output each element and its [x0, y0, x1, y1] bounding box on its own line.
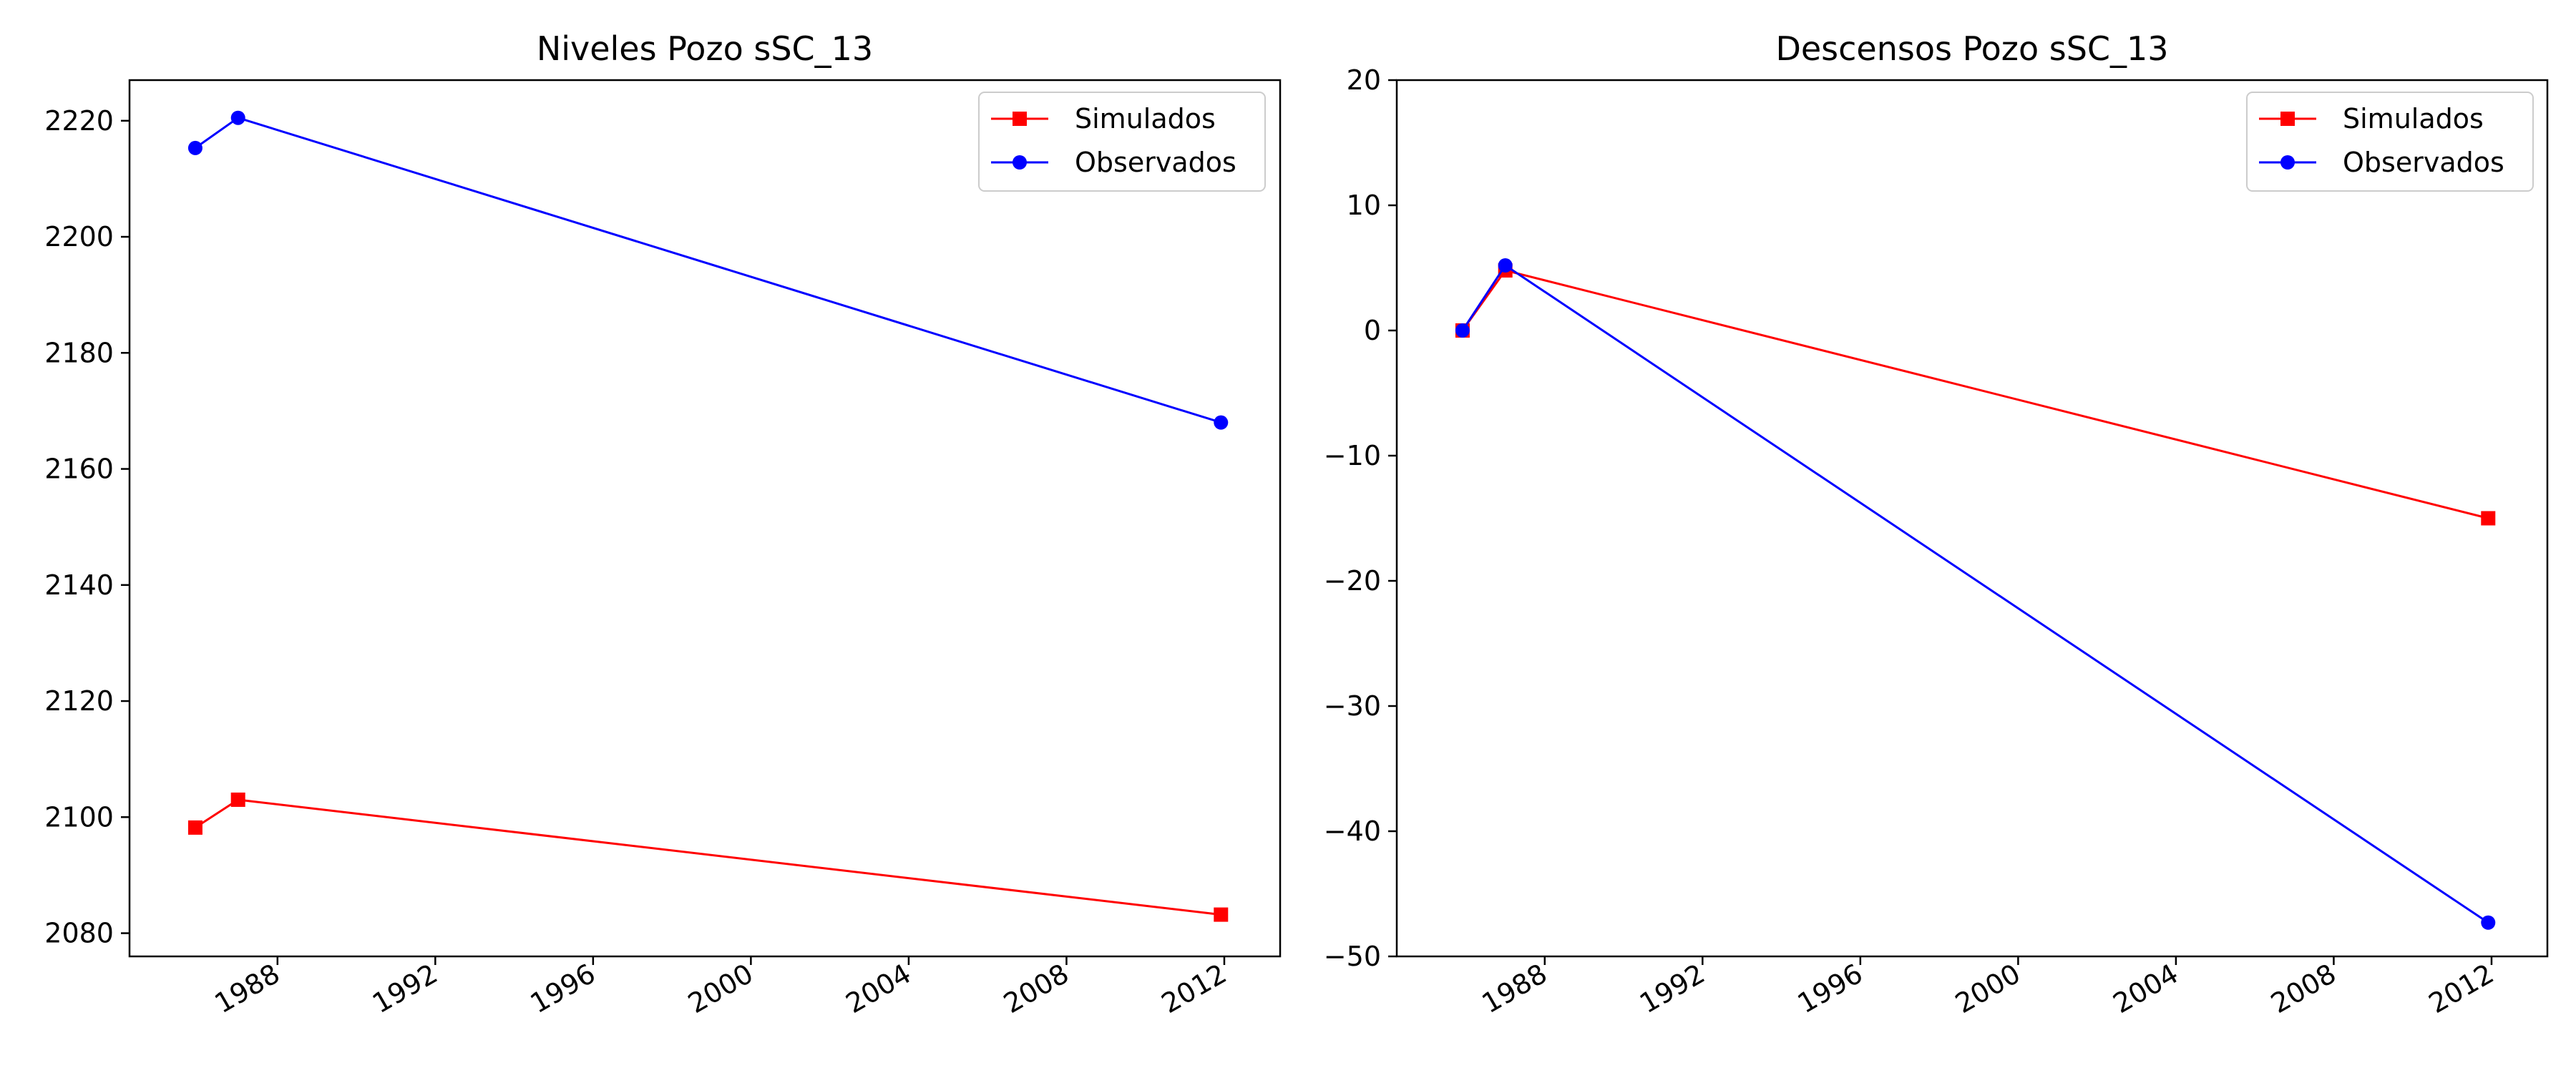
legend-label-observados: Observados — [2343, 147, 2504, 178]
y-tick-label: −30 — [1324, 690, 1381, 722]
x-tick-label: 1996 — [1792, 958, 1868, 1019]
data-point-observados — [187, 140, 203, 155]
legend-marker-simulados — [1013, 112, 1027, 126]
y-tick-label: 2180 — [44, 337, 114, 368]
legend-label-observados: Observados — [1075, 147, 1236, 178]
x-tick-label: 2008 — [998, 958, 1074, 1019]
legend-niveles: Simulados Observados — [978, 92, 1266, 192]
y-tick-label: 2100 — [44, 801, 114, 833]
y-tick-label: −50 — [1324, 941, 1381, 972]
data-point-observados — [230, 110, 245, 125]
y-tick-label: 2120 — [44, 685, 114, 717]
x-tick-label: 2008 — [2265, 958, 2341, 1019]
data-point-simulados — [1214, 907, 1229, 922]
series-line-simulados — [195, 798, 1221, 916]
plot-area-niveles: 2080 2100 2120 2140 2160 2180 2200 2220 1988 1992… — [44, 79, 1282, 1019]
plot-area-descensos: −50 −40 −30 −20 −10 0 10 20 1988 1992 1996 2000 2004… — [1324, 64, 2549, 1019]
y-tick-label: −20 — [1324, 565, 1381, 597]
data-point-observados — [2481, 915, 2496, 930]
legend-marker-observados — [1013, 155, 1027, 170]
y-tick-label: −10 — [1324, 440, 1381, 471]
data-point-observados — [1455, 323, 1470, 338]
y-tick-label: 2140 — [44, 569, 114, 601]
legend-box — [978, 92, 1266, 192]
axes-frame — [1395, 79, 2549, 958]
series-line-observados — [1461, 264, 2489, 924]
x-tick-label: 2012 — [1156, 958, 1232, 1019]
legend-label-simulados: Simulados — [1075, 103, 1216, 134]
legend-descensos: Simulados Observados — [2246, 92, 2534, 192]
x-tick-label: 2000 — [1950, 958, 2026, 1019]
y-tick-label: 2160 — [44, 454, 114, 485]
y-tick-label: 2220 — [44, 105, 114, 137]
y-tick-label: 0 — [1364, 315, 1381, 346]
series-line-simulados — [1461, 269, 2489, 519]
y-tick-label: −40 — [1324, 815, 1381, 847]
legend-marker-observados — [2280, 155, 2295, 170]
x-tick-label: 1988 — [210, 958, 286, 1019]
legend-label-simulados: Simulados — [2343, 103, 2484, 134]
x-tick-label: 1992 — [1634, 958, 1710, 1019]
chart-niveles: Niveles Pozo sSC_13 2080 2100 2120 2140 2160… — [44, 29, 1282, 1019]
data-point-simulados — [2481, 511, 2496, 526]
data-point-simulados — [187, 820, 203, 835]
y-tick-label: 2080 — [44, 918, 114, 949]
y-tick-label: 10 — [1347, 190, 1381, 221]
legend-marker-simulados — [2280, 112, 2295, 126]
y-tick-label: 2200 — [44, 221, 114, 253]
axes-frame — [128, 79, 1282, 958]
x-tick-label: 2004 — [841, 958, 917, 1019]
x-tick-label: 2000 — [683, 958, 758, 1019]
legend-box — [2246, 92, 2534, 192]
x-tick-label: 2004 — [2108, 958, 2184, 1019]
chart-title: Descensos Pozo sSC_13 — [1775, 29, 2168, 68]
y-tick-label: 20 — [1347, 64, 1381, 96]
data-point-observados — [1498, 258, 1513, 273]
data-point-simulados — [230, 792, 245, 807]
data-point-observados — [1214, 415, 1229, 430]
x-tick-label: 2012 — [2424, 958, 2499, 1019]
x-tick-label: 1992 — [367, 958, 443, 1019]
x-tick-label: 1996 — [525, 958, 601, 1019]
chart-descensos: Descensos Pozo sSC_13 −50 −40 −30 −20 −10 0 10… — [1324, 29, 2549, 1019]
chart-title: Niveles Pozo sSC_13 — [537, 29, 873, 68]
x-tick-label: 1988 — [1477, 958, 1553, 1019]
